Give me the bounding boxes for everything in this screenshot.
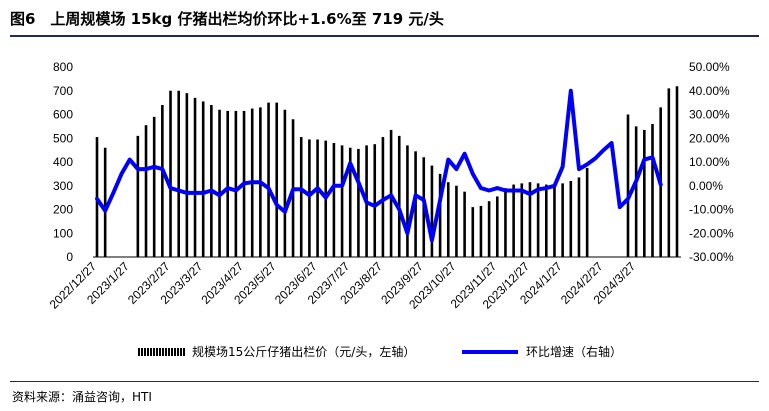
left-axis: 0 100 200 300 400 500 600 700 800 bbox=[53, 60, 73, 264]
bar bbox=[495, 196, 499, 257]
bar bbox=[283, 109, 287, 257]
bar bbox=[438, 173, 442, 257]
bar bbox=[634, 126, 638, 257]
bar bbox=[299, 137, 303, 257]
bar bbox=[136, 135, 140, 257]
bar bbox=[528, 182, 532, 257]
right-axis-tick-label: 30.00% bbox=[689, 108, 730, 122]
bar bbox=[226, 110, 230, 257]
bar bbox=[651, 124, 654, 257]
legend-item-bar: 规模场15公斤仔猪出栏价（元/头，左轴） bbox=[138, 343, 415, 360]
page-title: 图6 上周规模场 15kg 仔猪出栏均价环比+1.6%至 719 元/头 bbox=[10, 10, 444, 28]
bar bbox=[348, 147, 352, 257]
bar bbox=[585, 167, 589, 257]
bar bbox=[463, 191, 466, 257]
chart: 0 100 200 300 400 500 600 700 800 -30.00% -20.00%… bbox=[47, 60, 734, 312]
line-series-path bbox=[95, 88, 663, 243]
bar bbox=[144, 125, 148, 257]
left-axis-tick-label: 500 bbox=[53, 131, 73, 145]
source-note: 资料来源：涌益咨询，HTI bbox=[12, 390, 152, 404]
bar bbox=[373, 144, 377, 257]
right-axis-tick-label: -20.00% bbox=[689, 226, 734, 240]
bar bbox=[275, 102, 279, 257]
left-axis-tick-label: 200 bbox=[53, 203, 73, 217]
bar bbox=[504, 188, 507, 257]
bar bbox=[643, 129, 646, 257]
source-rule bbox=[10, 381, 759, 382]
bar bbox=[332, 143, 336, 257]
bar bbox=[357, 148, 360, 257]
bar bbox=[169, 90, 172, 257]
bar bbox=[626, 114, 630, 257]
left-axis-tick-label: 800 bbox=[53, 60, 73, 74]
bar bbox=[316, 139, 319, 257]
bar bbox=[267, 102, 270, 257]
bar bbox=[512, 184, 515, 257]
bar bbox=[103, 147, 107, 257]
right-axis-tick-label: -10.00% bbox=[689, 203, 734, 217]
bar bbox=[520, 183, 524, 257]
bar bbox=[569, 181, 573, 257]
right-axis-tick-label: 20.00% bbox=[689, 131, 730, 145]
right-axis-tick-label: 50.00% bbox=[689, 60, 730, 74]
bar bbox=[667, 88, 671, 257]
legend: 规模场15公斤仔猪出栏价（元/头，左轴） 环比增速（右轴） bbox=[0, 343, 769, 363]
title-rule bbox=[10, 35, 759, 37]
left-axis-tick-label: 0 bbox=[66, 250, 73, 264]
bar bbox=[406, 145, 409, 257]
bar bbox=[430, 165, 434, 257]
left-axis-tick-label: 100 bbox=[53, 226, 73, 240]
line-series bbox=[95, 88, 663, 243]
bar bbox=[397, 135, 401, 257]
bar bbox=[340, 145, 344, 257]
right-axis: -30.00% -20.00% -10.00% 0.00% 10.00% 20.00% 30… bbox=[689, 60, 734, 264]
bar bbox=[381, 137, 385, 257]
bar bbox=[177, 90, 180, 257]
right-axis-tick-label: 0.00% bbox=[689, 179, 723, 193]
x-axis: 2022/12/272023/1/272023/2/272023/3/27202… bbox=[47, 256, 681, 312]
bar bbox=[536, 183, 540, 257]
right-axis-tick-label: -30.00% bbox=[689, 250, 734, 264]
right-axis-tick-label: 10.00% bbox=[689, 155, 730, 169]
bar bbox=[210, 105, 213, 257]
bar bbox=[479, 205, 483, 257]
bar bbox=[487, 201, 491, 257]
left-axis-tick-label: 400 bbox=[53, 155, 73, 169]
left-axis-tick-label: 700 bbox=[53, 84, 73, 98]
bar bbox=[201, 101, 205, 257]
bar bbox=[308, 139, 311, 257]
bar bbox=[455, 185, 458, 257]
bar bbox=[471, 207, 475, 257]
bar bbox=[185, 93, 189, 257]
bar bbox=[675, 86, 679, 257]
bar bbox=[193, 97, 197, 257]
bar bbox=[152, 116, 156, 257]
legend-item-line: 环比增速（右轴） bbox=[462, 343, 622, 360]
right-axis-tick-label: 40.00% bbox=[689, 84, 730, 98]
left-axis-tick-label: 600 bbox=[53, 108, 73, 122]
bar bbox=[553, 186, 556, 257]
bar bbox=[446, 182, 450, 257]
legend-label-line: 环比增速（右轴） bbox=[526, 345, 623, 359]
legend-swatch-line bbox=[462, 349, 518, 354]
bar bbox=[561, 183, 564, 257]
bar bbox=[234, 110, 238, 257]
bar bbox=[161, 105, 164, 257]
bar-series bbox=[95, 86, 679, 257]
legend-swatch-bar bbox=[138, 347, 186, 356]
left-axis-tick-label: 300 bbox=[53, 179, 73, 193]
bar bbox=[544, 184, 548, 257]
legend-label-bar: 规模场15公斤仔猪出栏价（元/头，左轴） bbox=[192, 345, 416, 359]
bar bbox=[218, 109, 221, 257]
bar bbox=[577, 177, 581, 257]
